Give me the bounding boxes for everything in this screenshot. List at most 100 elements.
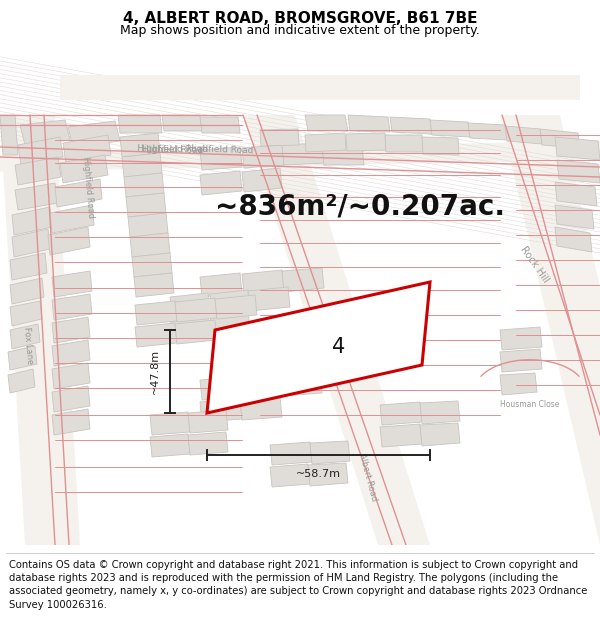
- Polygon shape: [322, 145, 364, 165]
- Polygon shape: [126, 193, 166, 217]
- Polygon shape: [468, 123, 507, 140]
- Polygon shape: [500, 115, 600, 545]
- Text: Highfield Road: Highfield Road: [137, 144, 203, 156]
- Polygon shape: [555, 227, 592, 252]
- Polygon shape: [200, 147, 242, 170]
- Polygon shape: [200, 273, 242, 297]
- Polygon shape: [305, 115, 348, 131]
- Polygon shape: [242, 145, 284, 168]
- Polygon shape: [188, 432, 228, 455]
- Polygon shape: [505, 126, 542, 144]
- Polygon shape: [430, 120, 470, 137]
- Polygon shape: [135, 301, 177, 325]
- Text: 4: 4: [332, 338, 345, 357]
- Polygon shape: [10, 253, 47, 280]
- Polygon shape: [150, 412, 190, 435]
- Polygon shape: [132, 253, 172, 277]
- Polygon shape: [242, 270, 284, 294]
- Polygon shape: [242, 168, 282, 192]
- Polygon shape: [60, 155, 108, 183]
- Polygon shape: [346, 133, 386, 151]
- Polygon shape: [118, 115, 162, 133]
- Polygon shape: [200, 399, 242, 422]
- Text: Highfield Road: Highfield Road: [81, 156, 95, 218]
- Polygon shape: [282, 143, 324, 165]
- Polygon shape: [385, 135, 423, 152]
- Polygon shape: [10, 278, 44, 304]
- Polygon shape: [170, 313, 210, 337]
- Polygon shape: [12, 229, 50, 257]
- Polygon shape: [500, 327, 542, 350]
- Polygon shape: [390, 117, 432, 134]
- Polygon shape: [240, 397, 282, 420]
- Polygon shape: [20, 120, 70, 145]
- Text: Highfield Road: Highfield Road: [142, 146, 208, 154]
- Polygon shape: [540, 129, 580, 148]
- Polygon shape: [500, 349, 542, 372]
- Polygon shape: [0, 115, 80, 545]
- Polygon shape: [0, 141, 600, 172]
- Polygon shape: [200, 117, 240, 133]
- Polygon shape: [130, 233, 170, 257]
- Polygon shape: [48, 227, 90, 255]
- Polygon shape: [52, 340, 90, 366]
- Text: Rock Hill: Rock Hill: [519, 245, 551, 285]
- Text: Contains OS data © Crown copyright and database right 2021. This information is : Contains OS data © Crown copyright and d…: [9, 560, 587, 610]
- Polygon shape: [52, 363, 90, 389]
- Polygon shape: [135, 323, 177, 347]
- Polygon shape: [555, 137, 600, 160]
- Polygon shape: [50, 205, 94, 233]
- Polygon shape: [8, 369, 35, 393]
- Text: ~47.8m: ~47.8m: [150, 349, 160, 394]
- Text: Fox Lane: Fox Lane: [22, 326, 34, 364]
- Polygon shape: [555, 182, 597, 206]
- Polygon shape: [420, 423, 460, 446]
- Polygon shape: [175, 298, 217, 322]
- Polygon shape: [124, 173, 164, 197]
- Polygon shape: [500, 373, 537, 395]
- Polygon shape: [55, 179, 102, 207]
- Polygon shape: [10, 324, 40, 349]
- Text: ~58.7m: ~58.7m: [296, 469, 341, 479]
- Polygon shape: [52, 271, 92, 297]
- Polygon shape: [15, 157, 61, 185]
- Polygon shape: [10, 301, 42, 326]
- Polygon shape: [175, 320, 217, 344]
- Polygon shape: [52, 294, 92, 320]
- Polygon shape: [557, 160, 600, 183]
- Polygon shape: [60, 75, 580, 100]
- Polygon shape: [305, 133, 346, 152]
- Polygon shape: [52, 386, 90, 412]
- Polygon shape: [52, 409, 90, 435]
- Polygon shape: [170, 293, 210, 317]
- Text: 4, ALBERT ROAD, BROMSGROVE, B61 7BE: 4, ALBERT ROAD, BROMSGROVE, B61 7BE: [123, 11, 477, 26]
- Polygon shape: [348, 115, 390, 132]
- Polygon shape: [380, 424, 422, 447]
- Polygon shape: [243, 115, 430, 545]
- Polygon shape: [150, 434, 190, 457]
- Polygon shape: [200, 377, 242, 400]
- Polygon shape: [420, 401, 460, 424]
- Polygon shape: [162, 115, 202, 131]
- Polygon shape: [15, 183, 58, 210]
- Polygon shape: [280, 373, 322, 396]
- Polygon shape: [188, 410, 228, 433]
- Polygon shape: [240, 375, 282, 398]
- Polygon shape: [210, 290, 250, 314]
- Polygon shape: [422, 137, 459, 155]
- Polygon shape: [68, 121, 120, 147]
- Polygon shape: [52, 317, 90, 343]
- Text: Albert
Road: Albert Road: [239, 321, 265, 349]
- Text: Highfield Road: Highfield Road: [187, 144, 253, 156]
- Polygon shape: [260, 129, 299, 146]
- Text: Map shows position and indicative extent of the property.: Map shows position and indicative extent…: [120, 24, 480, 36]
- Polygon shape: [63, 135, 111, 163]
- Polygon shape: [207, 282, 430, 413]
- Polygon shape: [210, 310, 250, 334]
- Polygon shape: [555, 205, 594, 229]
- Polygon shape: [8, 346, 37, 370]
- Polygon shape: [270, 464, 310, 487]
- Polygon shape: [18, 137, 63, 165]
- Polygon shape: [120, 133, 160, 157]
- Polygon shape: [12, 207, 52, 235]
